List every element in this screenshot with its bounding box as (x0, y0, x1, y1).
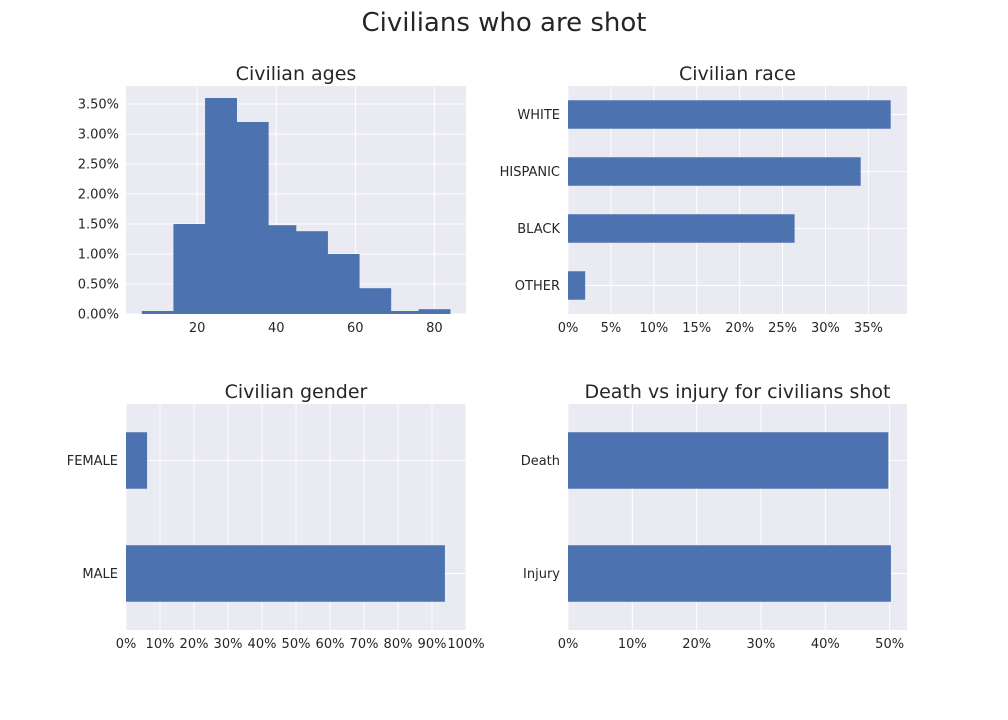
y-tick-label: 2.50% (78, 158, 119, 173)
panel-3: Civilian gender 0% 10% 20% 30% 40% 50% 60% 70% 80… (67, 381, 485, 652)
histogram-bar (390, 311, 419, 314)
x-tick-label: 10% (618, 637, 647, 652)
category-label: Death (521, 454, 560, 469)
category-label: MALE (82, 567, 118, 582)
histogram-bar (141, 311, 174, 314)
x-tick-label: 30% (214, 637, 243, 652)
x-tick-label: 30% (811, 321, 840, 336)
category-label: HISPANIC (500, 165, 560, 180)
x-tick-label: 50% (282, 637, 311, 652)
x-tick-label: 70% (350, 637, 379, 652)
x-tick-label: 35% (854, 321, 883, 336)
bar-female (126, 432, 148, 489)
bar-male (126, 545, 445, 602)
histogram-bar (205, 98, 237, 314)
bar-white (568, 100, 891, 129)
histogram-bar (236, 122, 269, 314)
x-tick-label: 60 (347, 321, 364, 336)
y-tick-label: 0.00% (78, 308, 119, 323)
bar-hispanic (568, 157, 861, 186)
x-tick-label: 30% (747, 637, 776, 652)
x-tick-label: 40 (268, 321, 285, 336)
x-tick-label: 100% (447, 637, 484, 652)
histogram-bar (296, 231, 328, 314)
y-tick-label: 3.00% (78, 128, 119, 143)
panel-title: Death vs injury for civilians shot (584, 381, 890, 403)
x-tick-label: 0% (558, 637, 579, 652)
histogram-bar (359, 288, 392, 314)
x-tick-label: 20% (725, 321, 754, 336)
x-tick-label: 20 (189, 321, 206, 336)
panel-title: Civilian gender (225, 381, 368, 403)
category-label: Injury (523, 567, 560, 582)
x-tick-label: 25% (768, 321, 797, 336)
x-tick-label: 10% (146, 637, 175, 652)
x-tick-label: 80 (426, 321, 443, 336)
y-tick-label: 0.50% (78, 278, 119, 293)
panel-1: Civilian ages 20 40 60 80 0.00% 0.50% 1.00% 1.50… (78, 63, 466, 336)
bar-other (568, 271, 586, 300)
x-tick-label: 5% (601, 321, 622, 336)
x-tick-label: 0% (558, 321, 579, 336)
category-label: BLACK (517, 222, 560, 237)
bar-death (568, 432, 889, 489)
histogram-bar (173, 224, 206, 314)
x-tick-label: 0% (116, 637, 137, 652)
x-tick-label: 50% (875, 637, 904, 652)
x-tick-label: 20% (180, 637, 209, 652)
panel-4: Death vs injury for civilians shot 0% 10% 2… (521, 381, 907, 652)
y-tick-label: 1.00% (78, 248, 119, 263)
bar-injury (568, 545, 891, 602)
histogram-bar (268, 225, 297, 314)
panel-title: Civilian ages (236, 63, 357, 85)
histogram-bar (327, 254, 360, 314)
x-tick-label: 60% (316, 637, 345, 652)
x-tick-label: 40% (811, 637, 840, 652)
y-tick-label: 2.00% (78, 188, 119, 203)
figure-title: Civilians who are shot (361, 8, 647, 38)
y-tick-label: 1.50% (78, 218, 119, 233)
x-tick-label: 15% (682, 321, 711, 336)
panel-2: Civilian race 0% 5% 10% 15% 20% 25% 30% 35% WHITE… (500, 63, 907, 336)
histogram-bar (418, 309, 451, 314)
x-tick-label: 20% (682, 637, 711, 652)
x-tick-label: 90% (418, 637, 447, 652)
bar-black (568, 214, 795, 243)
x-tick-label: 10% (639, 321, 668, 336)
x-tick-label: 40% (248, 637, 277, 652)
panel-title: Civilian race (679, 63, 796, 85)
x-tick-label: 80% (384, 637, 413, 652)
y-tick-label: 3.50% (78, 98, 119, 113)
category-label: OTHER (515, 279, 560, 294)
category-label: WHITE (517, 108, 560, 123)
category-label: FEMALE (67, 454, 118, 469)
